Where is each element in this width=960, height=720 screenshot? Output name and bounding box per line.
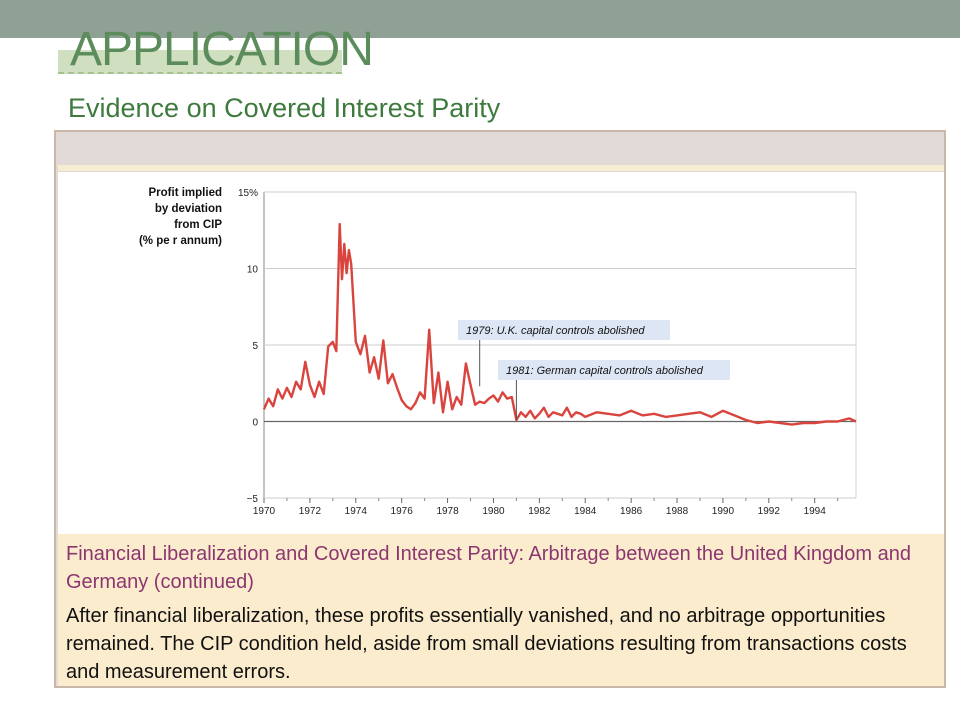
header-bar xyxy=(0,0,960,38)
caption-box: Financial Liberalization and Covered Int… xyxy=(58,534,944,686)
x-tick-label: 1972 xyxy=(299,506,322,517)
y-tick-label: −5 xyxy=(247,494,259,505)
y-tick-label: 15% xyxy=(238,188,258,199)
x-tick-label: 1970 xyxy=(253,506,276,517)
x-tick-label: 1994 xyxy=(804,506,827,517)
y-axis-label-line: by deviation xyxy=(155,203,222,215)
x-tick-label: 1988 xyxy=(666,506,689,517)
x-tick-label: 1974 xyxy=(345,506,368,517)
cip-chart: Profit implied by deviation from CIP (% pe … xyxy=(139,187,857,517)
caption-title: Financial Liberalization and Covered Int… xyxy=(66,543,911,593)
figure-panel: Profit implied by deviation from CIP (% pe … xyxy=(54,130,946,688)
annotation-box xyxy=(498,360,730,380)
panel-stripe xyxy=(58,165,944,171)
annotation-label: 1981: German capital controls abolished xyxy=(506,365,704,377)
y-axis-label-line: Profit implied xyxy=(149,187,222,199)
x-tick-label: 1976 xyxy=(391,506,414,517)
series-line xyxy=(262,222,857,426)
slide-subtitle: Evidence on Covered Interest Parity xyxy=(68,93,501,123)
annotation-label: 1979: U.K. capital controls abolished xyxy=(466,325,645,337)
caption-body: After financial liberalization, these pr… xyxy=(66,605,907,683)
y-tick-label: 0 xyxy=(252,418,258,429)
x-tick-label: 1986 xyxy=(620,506,643,517)
y-tick-label: 10 xyxy=(247,265,259,276)
chart-area: Profit implied by deviation from CIP (% pe … xyxy=(58,172,944,534)
x-tick-label: 1984 xyxy=(574,506,597,517)
x-tick-label: 1990 xyxy=(712,506,735,517)
x-tick-label: 1980 xyxy=(482,506,505,517)
slide-title: APPLICATION xyxy=(70,23,374,76)
x-tick-label: 1978 xyxy=(436,506,459,517)
x-tick-label: 1982 xyxy=(528,506,551,517)
annotation-box xyxy=(458,320,670,340)
y-axis-label-line: (% pe r annum) xyxy=(139,235,222,247)
y-tick-label: 5 xyxy=(252,341,258,352)
y-axis-label-line: from CIP xyxy=(174,219,222,231)
x-tick-label: 1992 xyxy=(758,506,781,517)
title-highlight xyxy=(58,50,342,74)
